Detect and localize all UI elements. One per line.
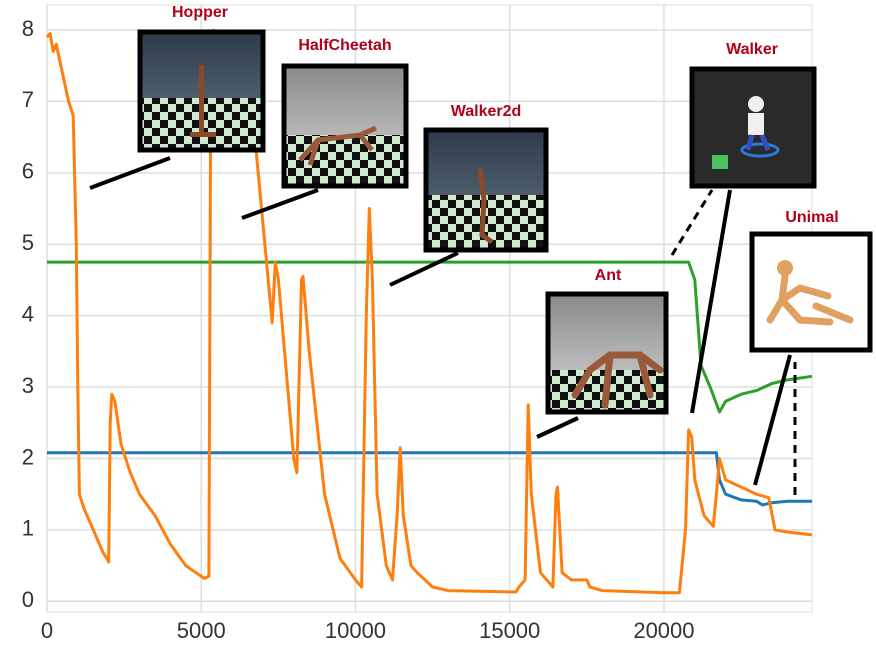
unimal-image bbox=[749, 231, 873, 353]
connector bbox=[89, 156, 171, 190]
annotations: Hopper HalfCheetah Walker2d Ant bbox=[89, 4, 873, 495]
y-tick-label: 2 bbox=[22, 444, 34, 469]
walker2d-image bbox=[423, 127, 549, 253]
halfcheetah-image bbox=[281, 63, 409, 189]
hopper-image bbox=[137, 29, 266, 153]
annotation-label: Unimal bbox=[785, 209, 838, 226]
x-tick-label: 20000 bbox=[633, 618, 694, 643]
walker-image bbox=[689, 66, 817, 189]
annotation-label: Hopper bbox=[172, 4, 228, 21]
x-tick-label: 5000 bbox=[177, 618, 226, 643]
data-line bbox=[47, 260, 813, 414]
y-tick-label: 1 bbox=[22, 516, 34, 541]
connector bbox=[753, 354, 792, 486]
y-tick-label: 5 bbox=[22, 230, 34, 255]
y-tick-label: 6 bbox=[22, 159, 34, 184]
annotation-label: Walker bbox=[726, 41, 778, 58]
y-tick-label: 4 bbox=[22, 301, 34, 326]
connector bbox=[536, 416, 579, 439]
connector bbox=[670, 189, 714, 256]
y-tick-label: 3 bbox=[22, 373, 34, 398]
annotation-label: Walker2d bbox=[451, 103, 522, 120]
ant-image bbox=[545, 291, 669, 415]
data-line bbox=[45, 28, 813, 595]
x-tick-label: 10000 bbox=[325, 618, 386, 643]
annotation-label: Ant bbox=[595, 267, 622, 284]
x-tick-label: 15000 bbox=[479, 618, 540, 643]
y-tick-label: 7 bbox=[22, 87, 34, 112]
annotation-label: HalfCheetah bbox=[298, 37, 391, 54]
connector bbox=[389, 251, 459, 287]
connector bbox=[690, 189, 732, 414]
connector bbox=[241, 188, 319, 220]
y-tick-label: 8 bbox=[22, 16, 34, 41]
y-tick-label: 0 bbox=[22, 587, 34, 612]
x-tick-label: 0 bbox=[41, 618, 53, 643]
